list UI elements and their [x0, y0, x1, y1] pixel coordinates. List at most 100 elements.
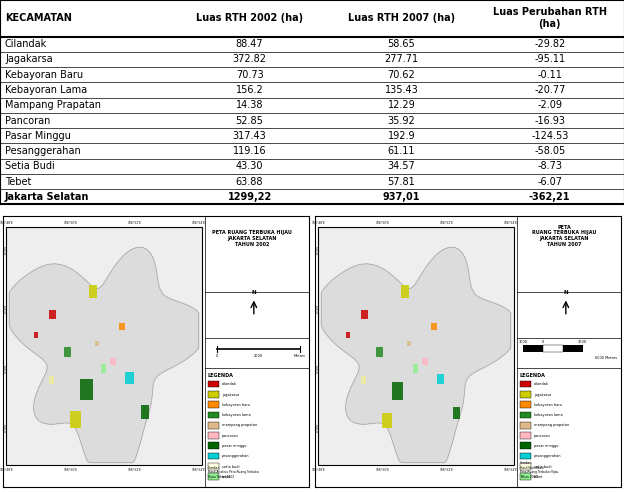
- Text: setia budi: setia budi: [222, 464, 239, 468]
- Text: PETA RUANG TERBUKA HIJAU
JAKARTA SELATAN
TAHUN 2002: PETA RUANG TERBUKA HIJAU JAKARTA SELATAN…: [212, 230, 292, 246]
- Text: N: N: [251, 290, 256, 295]
- Text: -2.09: -2.09: [537, 100, 562, 110]
- Text: 52.85: 52.85: [236, 116, 263, 125]
- Text: -95.11: -95.11: [534, 55, 565, 64]
- Text: -20.77: -20.77: [534, 85, 565, 95]
- Bar: [383, 413, 392, 428]
- Bar: [346, 332, 350, 338]
- Bar: [392, 382, 403, 400]
- Text: Pesanggerahan: Pesanggerahan: [5, 146, 80, 156]
- Text: 0: 0: [542, 339, 544, 343]
- Bar: [520, 391, 530, 398]
- Text: -362,21: -362,21: [529, 192, 570, 202]
- Bar: [520, 422, 530, 429]
- Bar: [520, 381, 530, 388]
- Bar: [208, 391, 218, 398]
- Text: 3000: 3000: [519, 339, 527, 343]
- Text: Setia Budi: Setia Budi: [5, 161, 55, 171]
- Text: 57.81: 57.81: [388, 177, 416, 186]
- Text: Kebayoran Lama: Kebayoran Lama: [5, 85, 87, 95]
- Text: Luas Perubahan RTH
(ha): Luas Perubahan RTH (ha): [493, 7, 607, 29]
- Text: 1299,22: 1299,22: [228, 192, 271, 202]
- Text: pancoran: pancoran: [534, 433, 550, 438]
- Bar: [431, 323, 437, 330]
- Text: kebayoran baru: kebayoran baru: [534, 403, 562, 407]
- Text: pasar minggu: pasar minggu: [534, 444, 558, 448]
- Bar: [520, 442, 530, 449]
- Text: 156.2: 156.2: [236, 85, 263, 95]
- Bar: [64, 347, 71, 357]
- Text: 0: 0: [216, 354, 218, 359]
- Text: pasar minggu: pasar minggu: [222, 444, 246, 448]
- Bar: [208, 381, 218, 388]
- Text: 6°20'S: 6°20'S: [4, 423, 9, 432]
- Text: 106°50'E: 106°50'E: [375, 220, 389, 224]
- Text: 277.71: 277.71: [384, 55, 419, 64]
- Text: -29.82: -29.82: [534, 39, 565, 49]
- Text: 106°48'E: 106°48'E: [0, 468, 13, 472]
- Text: 6°16'S: 6°16'S: [316, 304, 321, 313]
- Text: 14.38: 14.38: [236, 100, 263, 110]
- Text: 106°52'E: 106°52'E: [127, 220, 142, 224]
- Bar: [208, 401, 218, 408]
- Bar: [520, 432, 530, 439]
- Bar: [125, 372, 134, 384]
- Bar: [520, 401, 530, 408]
- Text: 58.65: 58.65: [388, 39, 416, 49]
- Text: 106°50'E: 106°50'E: [63, 220, 77, 224]
- Text: 3000: 3000: [578, 339, 587, 343]
- Bar: [71, 410, 81, 428]
- Text: tebet: tebet: [534, 475, 544, 479]
- Bar: [101, 364, 107, 373]
- Bar: [208, 412, 218, 418]
- Bar: [401, 285, 409, 298]
- Text: -8.73: -8.73: [537, 161, 562, 171]
- Text: 106°54'E: 106°54'E: [192, 468, 206, 472]
- Text: 106°48'E: 106°48'E: [311, 468, 325, 472]
- Bar: [208, 442, 218, 449]
- Text: 192.9: 192.9: [388, 131, 416, 141]
- Text: kebayoran baru: kebayoran baru: [222, 403, 250, 407]
- Text: 372.82: 372.82: [233, 55, 266, 64]
- Text: -58.05: -58.05: [534, 146, 565, 156]
- Bar: [95, 341, 99, 346]
- Bar: [80, 378, 94, 400]
- Text: -124.53: -124.53: [531, 131, 568, 141]
- Bar: [520, 473, 530, 480]
- Bar: [520, 412, 530, 418]
- Text: 135.43: 135.43: [384, 85, 419, 95]
- Text: 88.47: 88.47: [236, 39, 263, 49]
- Bar: [376, 347, 383, 357]
- Text: 106°50'E: 106°50'E: [375, 468, 389, 472]
- Text: Cilandak: Cilandak: [5, 39, 47, 49]
- Text: 106°52'E: 106°52'E: [439, 468, 454, 472]
- Text: Luas RTH 2002 (ha): Luas RTH 2002 (ha): [196, 13, 303, 23]
- Text: pancoran: pancoran: [222, 433, 238, 438]
- Text: mampang prapatan: mampang prapatan: [534, 424, 569, 428]
- Text: 6°16'S: 6°16'S: [4, 304, 9, 313]
- Text: Luas RTH 2007 (ha): Luas RTH 2007 (ha): [348, 13, 455, 23]
- Bar: [141, 405, 149, 419]
- Text: -6.07: -6.07: [537, 177, 562, 186]
- Bar: [407, 341, 411, 346]
- Bar: [208, 453, 218, 460]
- Text: 63.88: 63.88: [236, 177, 263, 186]
- Bar: [34, 332, 38, 338]
- Text: LEGENDA: LEGENDA: [208, 373, 234, 378]
- Text: 6°14'S: 6°14'S: [4, 245, 9, 253]
- Text: 43.30: 43.30: [236, 161, 263, 171]
- Text: 6°20'S: 6°20'S: [316, 423, 321, 432]
- Text: 937,01: 937,01: [383, 192, 421, 202]
- Bar: [437, 374, 444, 384]
- Text: 317.43: 317.43: [233, 131, 266, 141]
- Text: Kebayoran Baru: Kebayoran Baru: [5, 70, 83, 80]
- Text: 106°54'E: 106°54'E: [504, 468, 518, 472]
- Text: 6°18'S: 6°18'S: [4, 364, 9, 372]
- Text: 2000: 2000: [254, 354, 263, 359]
- Text: 106°48'E: 106°48'E: [311, 220, 325, 224]
- Text: Tebet: Tebet: [5, 177, 31, 186]
- Text: 6000 Metres: 6000 Metres: [595, 356, 617, 360]
- Text: tebet: tebet: [222, 475, 232, 479]
- Text: kebayoran lama: kebayoran lama: [222, 413, 250, 417]
- Bar: [6, 227, 202, 465]
